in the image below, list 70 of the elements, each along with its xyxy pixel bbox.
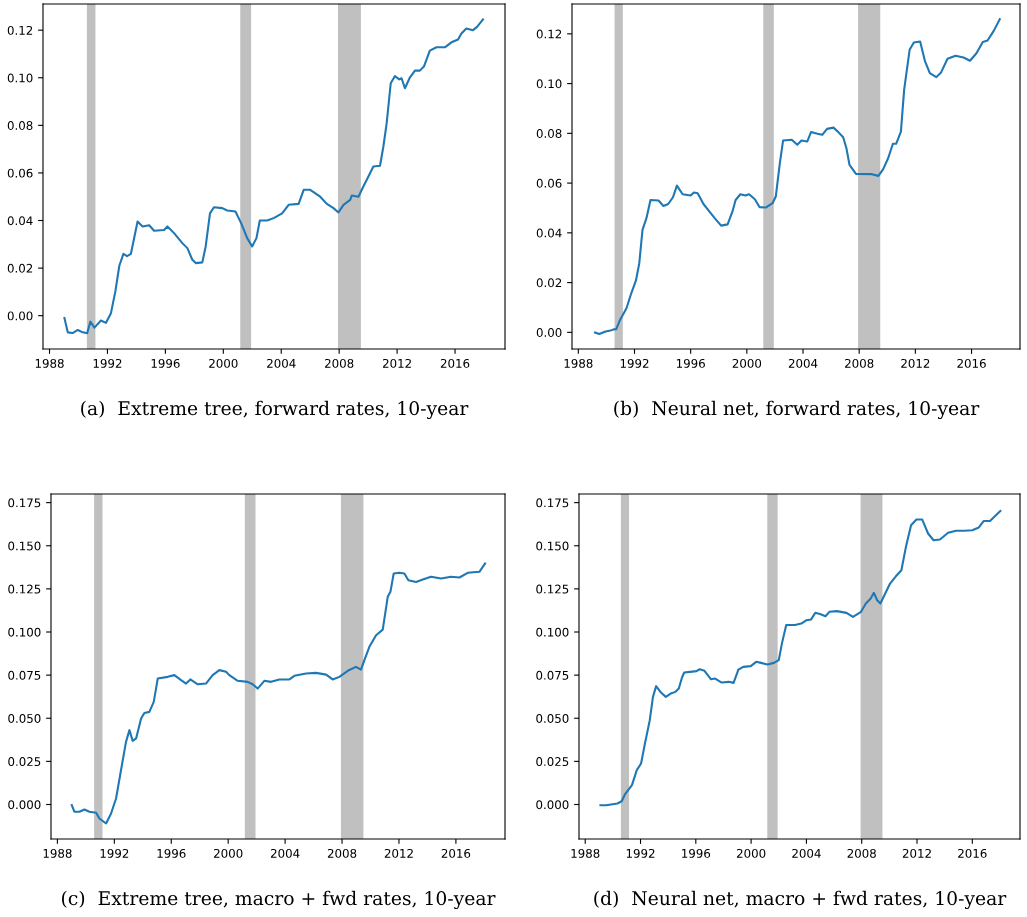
y-tick-label: 0.025 [8,757,41,767]
x-tick-label: 2012 [902,848,931,858]
y-tick-label: 0.025 [536,757,569,767]
y-tick-label: 0.100 [8,627,41,637]
x-axis-title: (d) Neural net, macro + fwd rates, 10-year [594,890,1007,910]
y-tick-label: 0.050 [8,713,41,723]
x-tick-label: 2000 [732,358,762,368]
y-tick-label: 0.050 [536,713,569,723]
x-tick-label: 1996 [682,848,711,858]
y-tick-label: 0.150 [536,541,569,551]
y-tick-label: 0.04 [7,216,33,226]
line-series [593,18,1001,336]
x-tick-label: 2008 [327,848,357,858]
x-tick-label: 2016 [440,358,470,368]
y-tick-label: 0.08 [536,129,562,138]
y-tick-label: 0.02 [7,263,33,273]
y-tick-label: 0.125 [536,584,569,594]
x-tick-label: 1992 [620,358,649,368]
x-tick-label: 2008 [845,358,874,368]
y-tick-label: 0.100 [536,627,569,637]
x-tick-label: 2004 [267,358,296,368]
x-tick-label: 1992 [93,358,122,368]
x-tick-label: 2000 [209,358,238,368]
y-tick-label: 0.175 [8,498,41,508]
y-tick-label: 0.000 [8,800,41,810]
x-tick-label: 2012 [384,848,413,858]
y-tick-label: 0.12 [536,29,562,39]
y-tick-label: 0.150 [8,541,41,551]
x-tick-label: 2004 [788,358,818,368]
x-tick-label: 1996 [151,358,180,368]
x-tick-label: 2004 [270,848,300,858]
y-tick-label: 0.06 [536,178,562,188]
y-tick-label: 0.175 [536,498,569,508]
y-tick-label: 0.000 [536,800,569,810]
y-tick-label: 0.075 [536,670,569,680]
x-tick-label: 2016 [958,848,987,858]
y-tick-label: 0.00 [536,328,562,337]
x-tick-label: 1992 [626,848,655,858]
x-tick-label: 2012 [901,358,930,368]
x-tick-label: 2016 [957,358,986,368]
y-tick-label: 0.06 [7,168,33,178]
y-tick-label: 0.00 [7,311,33,321]
x-tick-label: 2008 [325,358,354,368]
x-tick-label: 2000 [214,848,243,858]
line-series [63,18,485,335]
line-series [70,562,487,825]
y-tick-label: 0.10 [536,79,562,89]
x-tick-label: 2016 [441,848,471,858]
x-tick-label: 2000 [736,848,766,858]
x-tick-label: 1988 [43,848,72,858]
x-tick-label: 1996 [157,848,186,858]
x-tick-label: 1988 [35,358,64,368]
y-tick-label: 0.12 [7,25,33,35]
x-axis-title: (c) Extreme tree, macro + fwd rates, 10-year [61,890,496,910]
x-tick-label: 2008 [847,848,876,858]
x-tick-label: 1988 [564,358,593,368]
y-tick-label: 0.04 [536,228,562,238]
x-tick-label: 1996 [676,358,705,368]
x-tick-label: 2004 [792,848,821,858]
y-tick-label: 0.08 [7,121,33,130]
x-tick-label: 1988 [571,848,600,858]
y-tick-label: 0.075 [8,670,41,680]
line-series [599,509,1002,807]
x-axis-title: (b) Neural net, forward rates, 10-year [614,400,980,420]
x-tick-label: 2012 [382,358,411,368]
y-tick-label: 0.125 [8,584,41,594]
x-tick-label: 1992 [100,848,129,858]
y-tick-label: 0.02 [536,278,562,288]
y-tick-label: 0.10 [7,73,33,83]
x-axis-title: (a) Extreme tree, forward rates, 10-year [81,400,469,420]
